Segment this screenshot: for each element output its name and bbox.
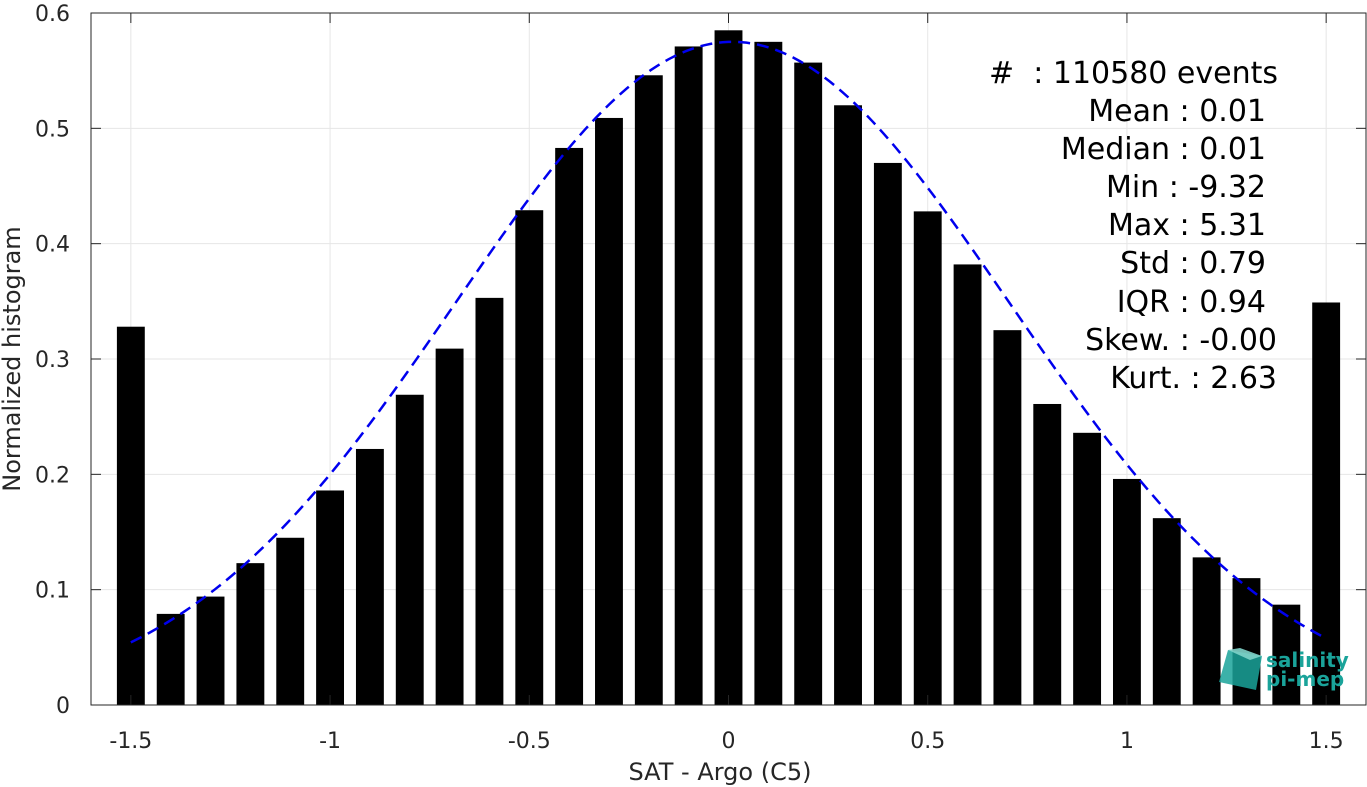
x-tick-label-3: 0 — [722, 729, 736, 754]
histogram-bar-5 — [316, 490, 345, 705]
stat-iqr: IQR : 0.94 — [1117, 285, 1266, 320]
histogram-bar-7 — [395, 394, 424, 705]
histogram-bar-0 — [116, 326, 145, 705]
y-tick-label-6: 0.6 — [35, 2, 70, 27]
cube-logo-icon — [1219, 650, 1262, 690]
histogram-bar-12 — [595, 117, 623, 706]
y-tick-label-3: 0.3 — [35, 348, 70, 373]
histogram-bar-23 — [1033, 403, 1062, 705]
y-tick-label-2: 0.2 — [35, 463, 70, 488]
histogram-bar-10 — [515, 210, 544, 705]
histogram-bar-13 — [634, 75, 663, 705]
x-axis-label: SAT - Argo (C5) — [629, 758, 812, 786]
histogram-bar-20 — [913, 211, 942, 705]
histogram-bar-25 — [1112, 478, 1141, 705]
histogram-bar-4 — [276, 537, 305, 705]
stat-max: Max : 5.31 — [1108, 208, 1266, 243]
x-tick-label-4: 0.5 — [910, 729, 945, 754]
y-axis-label: Normalized histogram — [0, 226, 26, 491]
stat-skew: Skew. : -0.00 — [1085, 323, 1277, 358]
salinity-pi-mep-logo: salinity pi-mep — [1219, 648, 1349, 691]
histogram-bars — [116, 30, 1341, 706]
x-tick-labels: -1.5 -1 -0.5 0 0.5 1 1.5 — [109, 729, 1343, 754]
logo-line1: salinity — [1266, 648, 1349, 672]
stat-mean: Mean : 0.01 — [1088, 94, 1266, 129]
y-tick-label-4: 0.4 — [35, 233, 70, 258]
histogram-bar-8 — [435, 348, 464, 705]
stat-kurt: Kurt. : 2.63 — [1110, 361, 1277, 396]
stats-annotation: # : 110580 events Mean : 0.01 Median : 0… — [989, 56, 1278, 396]
histogram-bar-11 — [555, 147, 584, 705]
stat-median: Median : 0.01 — [1061, 132, 1266, 167]
histogram-bar-27 — [1192, 557, 1221, 705]
x-tick-label-1: -1 — [319, 729, 341, 754]
histogram-bar-1 — [156, 613, 185, 705]
stat-count: # : 110580 events — [989, 56, 1278, 91]
histogram-bar-9 — [475, 297, 504, 705]
histogram-bar-17 — [794, 62, 823, 706]
x-tick-label-0: -1.5 — [109, 729, 152, 754]
histogram-bar-19 — [873, 162, 902, 705]
y-tick-label-5: 0.5 — [35, 117, 70, 142]
stat-std: Std : 0.79 — [1120, 246, 1266, 281]
y-tick-label-1: 0.1 — [35, 579, 70, 604]
logo-line2: pi-mep — [1266, 667, 1344, 691]
axis-ticks — [91, 12, 1366, 706]
histogram-bar-18 — [834, 105, 862, 706]
histogram-bar-16 — [754, 41, 783, 706]
y-tick-labels: 0 0.1 0.2 0.3 0.4 0.5 0.6 — [35, 2, 70, 719]
histogram-bar-15 — [714, 30, 743, 706]
histogram-bar-26 — [1152, 518, 1181, 705]
histogram-bar-14 — [674, 46, 703, 706]
histogram-bar-22 — [993, 330, 1022, 705]
stat-min: Min : -9.32 — [1106, 170, 1266, 205]
histogram-bar-2 — [196, 596, 225, 705]
y-tick-label-0: 0 — [56, 694, 70, 719]
histogram-bar-30 — [1312, 302, 1341, 705]
histogram-bar-21 — [953, 264, 982, 705]
x-tick-label-6: 1.5 — [1309, 729, 1344, 754]
cube-logo-shade — [1228, 648, 1262, 660]
histogram-bar-24 — [1073, 432, 1102, 705]
x-tick-label-2: -0.5 — [508, 729, 551, 754]
histogram-bar-6 — [355, 448, 384, 705]
gaussian-fit-curve — [130, 40, 1327, 644]
x-tick-label-5: 1 — [1120, 729, 1134, 754]
histogram-bar-3 — [236, 563, 265, 705]
